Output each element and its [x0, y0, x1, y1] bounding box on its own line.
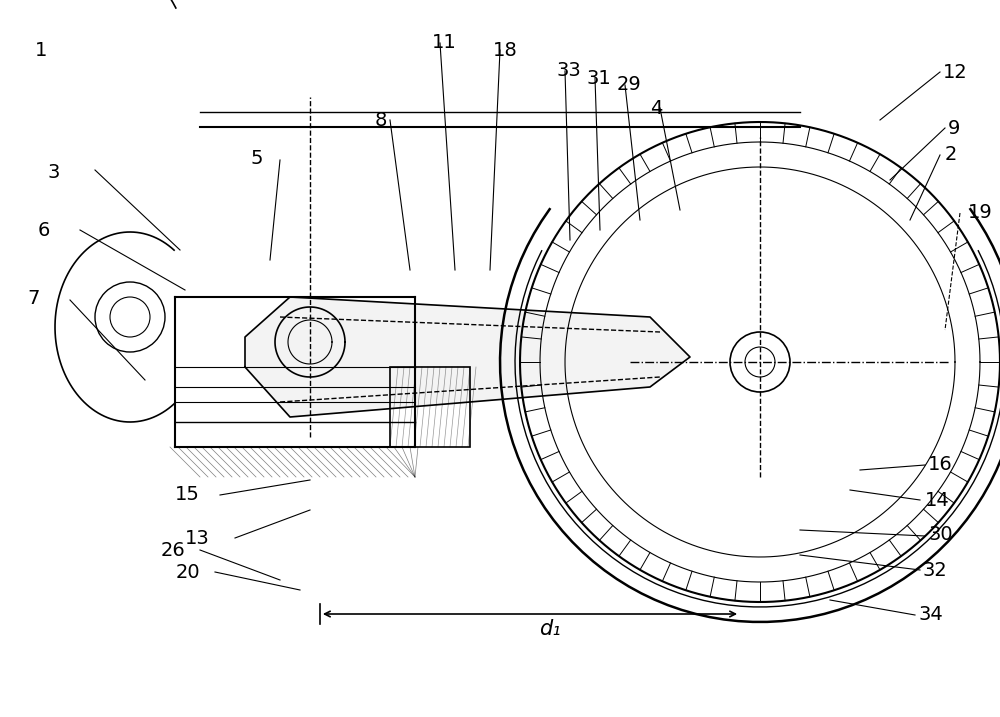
Text: 29: 29	[617, 75, 642, 95]
Text: 14: 14	[925, 490, 950, 510]
Text: 9: 9	[948, 118, 960, 138]
Text: 30: 30	[928, 526, 953, 544]
Text: 4: 4	[650, 98, 662, 118]
Text: 15: 15	[175, 485, 200, 505]
Text: 11: 11	[432, 34, 457, 52]
Text: 6: 6	[38, 221, 50, 239]
Text: 31: 31	[587, 69, 612, 87]
Text: 5: 5	[250, 148, 262, 168]
Text: 13: 13	[185, 528, 210, 548]
Polygon shape	[245, 297, 690, 417]
Text: 19: 19	[968, 204, 993, 222]
Text: 3: 3	[48, 163, 60, 181]
Text: 34: 34	[918, 605, 943, 625]
Text: 18: 18	[493, 40, 518, 60]
Text: 1: 1	[35, 40, 47, 60]
Text: 32: 32	[923, 561, 948, 579]
Text: 7: 7	[28, 288, 40, 308]
Text: 2: 2	[945, 146, 957, 164]
Text: d₁: d₁	[539, 619, 561, 639]
Text: 8: 8	[375, 110, 387, 130]
Text: 26: 26	[160, 541, 185, 559]
Text: 33: 33	[557, 62, 582, 80]
Text: 12: 12	[943, 62, 968, 82]
Text: 16: 16	[928, 455, 953, 473]
Text: 20: 20	[175, 563, 200, 581]
